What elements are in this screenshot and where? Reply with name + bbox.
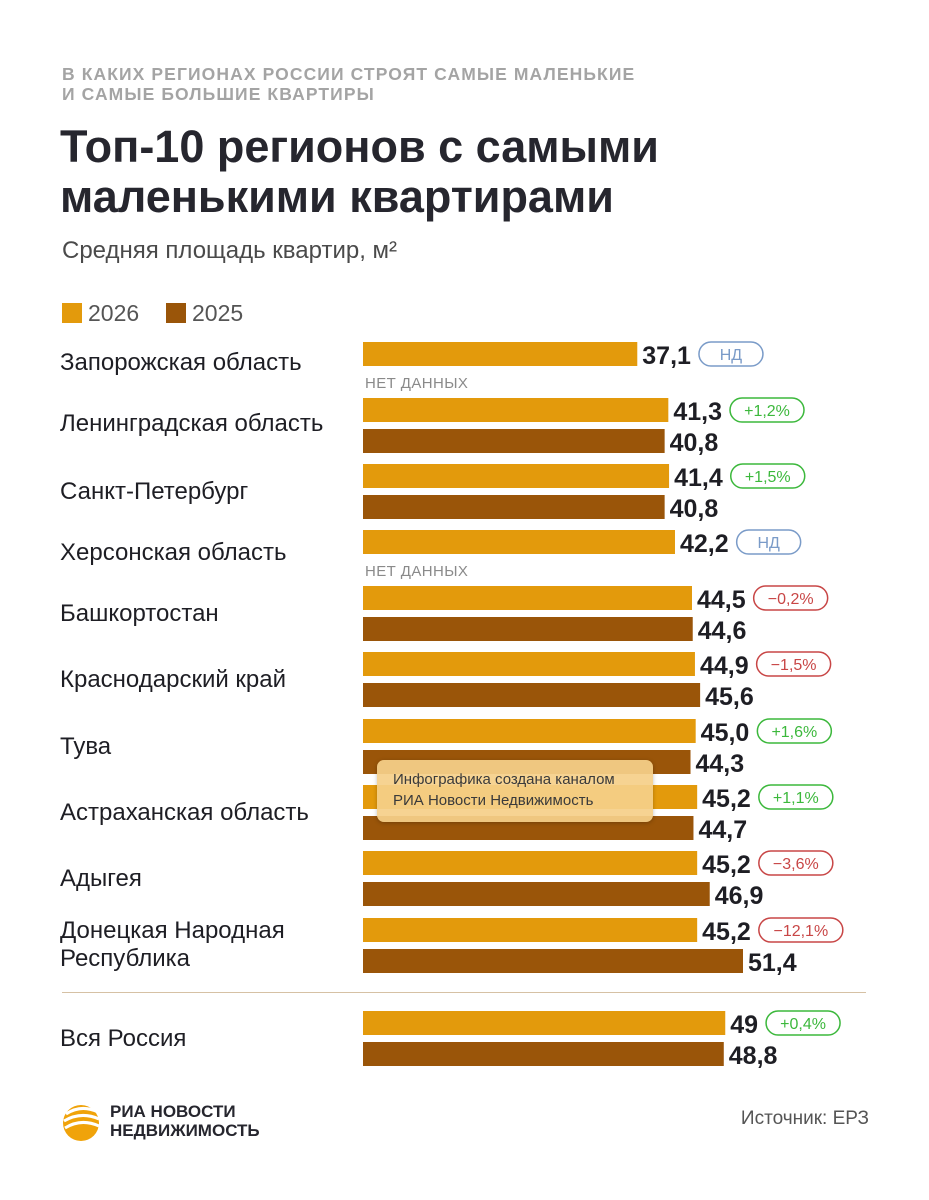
change-badge-text: −3,6% [773,856,819,873]
change-badge [735,529,802,555]
bar-2025 [363,683,701,707]
legend-label-2025: 2025 [192,300,244,326]
value-label-2026: 41,3 [673,398,722,426]
region-label: Адыгея [60,865,142,892]
value-label-2026: 45,2 [702,851,751,879]
bar-2025 [363,495,665,519]
bar-2025 [363,882,710,906]
value-label-2025: 48,8 [729,1042,778,1070]
value-label-2026: 45,0 [701,719,750,747]
region-label: Вся Россия [60,1025,187,1052]
legend-item-2025: 2025 [166,300,243,327]
value-label-2025: 40,8 [670,495,719,523]
region-label: Санкт-Петербург [60,478,249,505]
kicker: В КАКИХ РЕГИОНАХ РОССИИ СТРОЯТ САМЫЕ МАЛ… [62,64,636,104]
value-label-2025: 45,6 [705,683,754,711]
bar-2026 [363,1011,726,1035]
legend-swatch-2025 [166,303,186,323]
change-badge-text: +1,6% [771,724,817,741]
region-label: Астраханская область [60,799,309,826]
bar-2026 [363,586,692,610]
bar-2026 [363,851,698,875]
change-badge [758,917,844,943]
change-badge-text: −12,1% [773,923,828,940]
chart-subtitle: Средняя площадь квартир, м² [62,237,398,264]
value-label-2025: 44,6 [698,617,747,645]
region-label: Донецкая Народная Республика [60,917,285,972]
no-data-label: НЕТ ДАННЫХ [365,563,468,580]
value-label-2026: 45,2 [702,918,751,946]
bar-2025 [363,1042,724,1066]
bar-2026 [363,464,670,488]
change-badge-text: +1,5% [745,469,791,486]
change-badge [729,397,805,423]
value-label-2025: 51,4 [748,949,797,977]
value-label-2025: 44,7 [698,816,747,844]
change-badge-text: +1,2% [744,403,790,420]
change-badge-text: +1,1% [773,790,819,807]
value-label-2026: 41,4 [674,464,723,492]
change-badge-text: НД [720,347,743,364]
watermark-line-1: Инфографика создана каналом [393,771,615,788]
logo-text: РИА НОВОСТИ НЕДВИЖИМОСТЬ [110,1102,260,1140]
bar-2026 [363,530,675,554]
value-label-2025: 46,9 [715,882,764,910]
region-label: Херсонская область [60,539,287,566]
change-badge-text: −1,5% [771,657,817,674]
source-note: Источник: ЕРЗ [740,1108,869,1129]
change-badge [758,850,834,876]
bar-2026 [363,719,696,743]
value-label-2026: 44,9 [700,652,749,680]
ria-logo-icon [63,1105,100,1141]
bar-2026 [363,342,638,366]
legend-item-2026: 2026 [62,300,139,327]
legend-swatch-2026 [62,303,82,323]
region-label: Тува [60,733,112,760]
value-label-2026: 45,2 [702,785,751,813]
bar-2025 [363,617,693,641]
bar-2026 [363,652,695,676]
value-label-2026: 44,5 [697,586,746,614]
change-badge [758,784,834,810]
value-label-2026: 49 [730,1011,758,1039]
bar-2025 [363,949,743,973]
page-title: Топ-10 регионов с самыми маленькими квар… [60,121,659,222]
value-label-2025: 40,8 [670,429,719,457]
value-label-2025: 44,3 [696,750,745,778]
bar-2026 [363,398,669,422]
summary-separator [62,992,866,993]
region-label: Запорожская область [60,349,302,376]
value-label-2026: 37,1 [642,342,691,370]
ria-novosti-logo: РИА НОВОСТИ НЕДВИЖИМОСТЬ [62,1100,302,1142]
region-label: Башкортостан [60,600,219,627]
bar-2025 [363,429,665,453]
bar-2026 [363,918,698,942]
region-label: Краснодарский край [60,666,287,693]
change-badge [755,651,832,677]
change-badge [765,1010,841,1036]
watermark: Инфографика создана каналом РИА Новости … [377,760,653,822]
change-badge [698,341,764,367]
change-badge [729,463,806,489]
watermark-line-2: РИА Новости Недвижимость [393,792,594,809]
change-badge-text: НД [757,535,780,552]
change-badge [756,718,833,744]
value-label-2026: 42,2 [680,530,729,558]
no-data-label: НЕТ ДАННЫХ [365,375,468,392]
change-badge [752,585,829,611]
legend-label-2026: 2026 [88,300,140,326]
change-badge-text: −0,2% [768,591,814,608]
change-badge-text: +0,4% [780,1016,826,1033]
region-label: Ленинградская область [60,410,324,437]
